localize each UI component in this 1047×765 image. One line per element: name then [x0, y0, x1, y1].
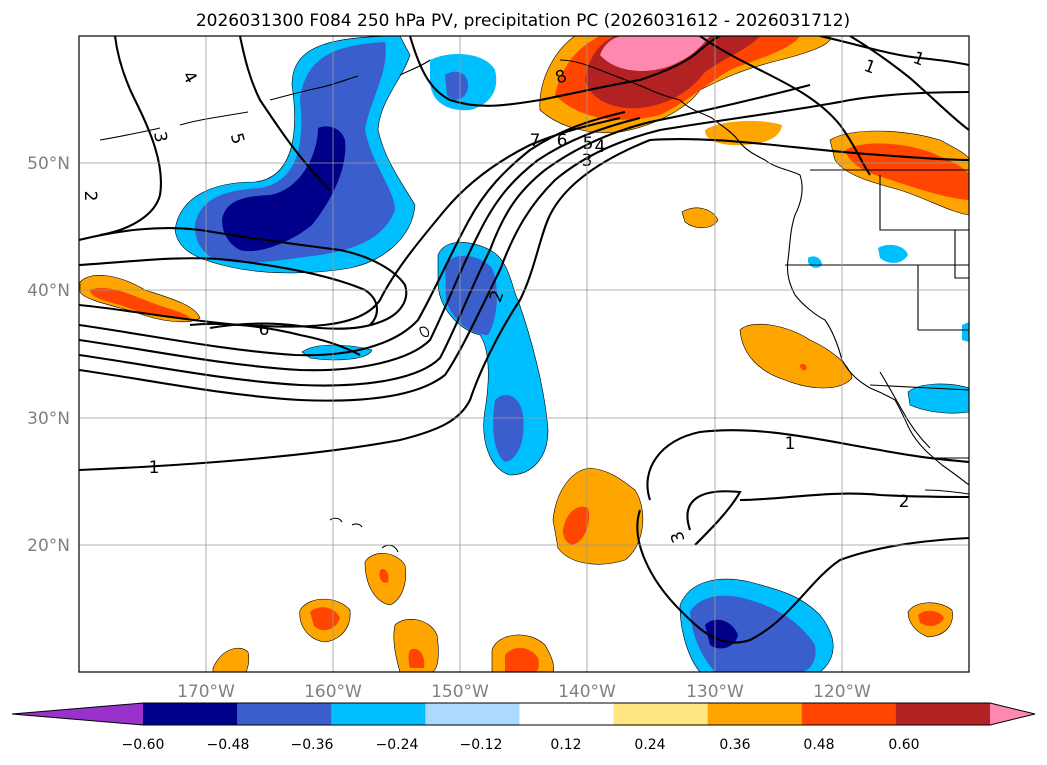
map-title: 2026031300 F084 250 hPa PV, precipitatio… [196, 11, 850, 31]
lon-tick-label: 150°W [431, 682, 489, 702]
contour-label: 1 [149, 458, 160, 478]
lon-tick-label: 130°W [686, 682, 744, 702]
colorbar-tick-label: 0.36 [719, 737, 750, 753]
colorbar-extend-low [12, 703, 143, 725]
lat-tick-label: 50°N [27, 154, 70, 174]
contour-label: 6 [557, 131, 568, 151]
lat-tick-label: 20°N [27, 536, 70, 556]
contour-label: 3 [149, 130, 171, 144]
contour-label: 1 [785, 434, 796, 454]
colorbar-swatch [331, 703, 426, 725]
colorbar-tick-label: 0.60 [888, 737, 919, 753]
colorbar-swatch [425, 703, 521, 725]
contour-label: 6 [259, 320, 270, 340]
colorbar-tick-label: −0.36 [291, 737, 334, 753]
colorbar-ticks: −0.60 −0.48 −0.36 −0.24 −0.12 0.12 0.24 … [122, 737, 920, 753]
colorbar-swatch [895, 703, 991, 725]
colorbar-swatch [237, 703, 332, 725]
lon-tick-label: 120°W [813, 682, 871, 702]
colorbar-tick-label: 0.24 [634, 737, 665, 753]
pv-contours [79, 36, 969, 644]
contour-label: 2 [80, 191, 100, 202]
lon-tick-label: 170°W [177, 682, 235, 702]
contour-label: 5 [583, 134, 594, 154]
contour-label: 7 [530, 131, 541, 151]
colorbar-outline [11, 702, 1036, 726]
colorbar-swatch [143, 703, 238, 725]
contour-labels: 4 5 3 2 6 1 7 6 5 4 3 2 8 1 1 1 2 3 [80, 48, 927, 545]
lat-tick-label: 30°N [27, 409, 70, 429]
contour-label: 2 [899, 492, 910, 512]
colorbar-swatch [707, 703, 803, 725]
lon-tick-label: 140°W [558, 682, 616, 702]
colorbar-swatch [613, 703, 709, 725]
colorbar-tick-label: 0.12 [550, 737, 581, 753]
longitude-ticks: 170°W 160°W 150°W 140°W 130°W 120°W [177, 682, 871, 702]
colorbar-tick-label: 0.48 [803, 737, 834, 753]
colorbar-extend-high [990, 703, 1035, 725]
colorbar-swatches [12, 703, 1035, 725]
colorbar-tick-label: −0.60 [122, 737, 165, 753]
colorbar-tick-label: −0.12 [460, 737, 503, 753]
colorbar: −0.60 −0.48 −0.36 −0.24 −0.12 0.12 0.24 … [11, 702, 1036, 753]
map-frame [78, 35, 970, 673]
colorbar-swatch [519, 703, 615, 725]
contour-label: 4 [595, 137, 606, 157]
colorbar-tick-label: −0.24 [376, 737, 419, 753]
contour-label: 5 [226, 131, 248, 147]
colorbar-tick-label: −0.48 [207, 737, 250, 753]
latitude-ticks: 50°N 40°N 30°N 20°N [27, 154, 70, 556]
lat-tick-label: 40°N [27, 281, 70, 301]
lon-tick-label: 160°W [304, 682, 362, 702]
map-area: 4 5 3 2 6 1 7 6 5 4 3 2 8 1 1 1 2 3 [79, 36, 969, 672]
colorbar-swatch [801, 703, 897, 725]
gridlines [79, 36, 969, 672]
